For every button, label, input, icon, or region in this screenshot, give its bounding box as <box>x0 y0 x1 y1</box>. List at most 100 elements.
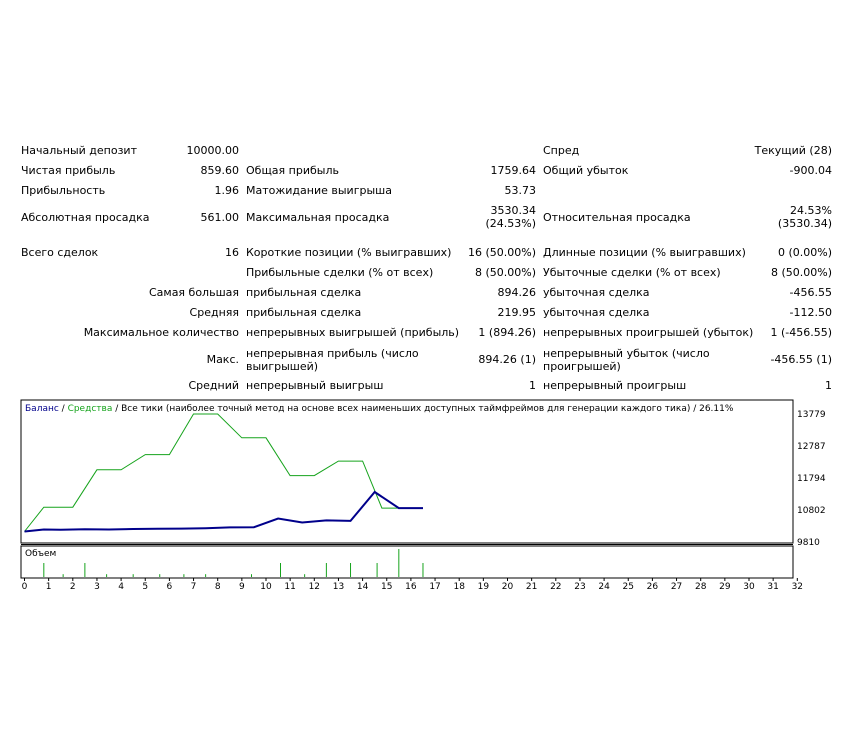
max-drawdown-label: Максимальная просадка <box>246 211 390 224</box>
legend-equity: Средства <box>68 404 113 414</box>
chart-frame <box>20 399 794 544</box>
x-tick-label: 15 <box>381 582 392 592</box>
expected-payoff-value: 53.73 <box>504 184 537 197</box>
short-positions-label: Короткие позиции (% выигравших) <box>246 246 452 259</box>
profit-factor-value: 1.96 <box>214 184 240 197</box>
x-tick-label: 20 <box>502 582 514 592</box>
x-tick-label: 21 <box>526 582 537 592</box>
max-consec-losses-label: непрерывных проигрышей (убыток) <box>543 326 754 339</box>
y-tick-label: 9810 <box>797 538 820 548</box>
x-tick-label: 23 <box>574 582 585 592</box>
net-profit-value: 859.60 <box>200 164 240 177</box>
avg-consec-wins-value: 1 <box>529 379 536 392</box>
legend-separator: / <box>59 404 68 414</box>
spread-label: Спред <box>543 144 580 157</box>
max-label: Макс. <box>206 353 239 366</box>
x-tick-label: 3 <box>94 582 100 592</box>
legend-balance: Баланс <box>25 404 59 414</box>
x-tick-label: 30 <box>743 582 755 592</box>
y-tick-label: 11794 <box>797 474 826 484</box>
expected-payoff-label: Матожидание выигрыша <box>246 184 392 197</box>
x-tick-label: 12 <box>309 582 320 592</box>
average-loss-label: убыточная сделка <box>543 306 650 319</box>
avg-consec-losses-value: 1 <box>825 379 832 392</box>
x-tick-label: 6 <box>167 582 173 592</box>
rel-drawdown-label: Относительная просадка <box>543 211 691 224</box>
x-tick-label: 29 <box>719 582 731 592</box>
largest-loss-label: убыточная сделка <box>543 286 650 299</box>
largest-loss-value: -456.55 <box>789 286 832 299</box>
max-consec-wins-value: 1 (894.26) <box>478 326 536 339</box>
x-tick-label: 19 <box>478 582 490 592</box>
max-consec-profit-value: 894.26 (1) <box>478 353 536 366</box>
balance-line <box>24 490 423 533</box>
rel-drawdown-percent: 24.53% <box>790 204 832 217</box>
profit-trades-value: 8 (50.00%) <box>474 266 536 279</box>
max-drawdown-percent: (24.53%) <box>485 217 536 230</box>
x-tick-label: 2 <box>70 582 76 592</box>
chart-header: Баланс / Средства / Все тики (наиболее т… <box>25 404 734 414</box>
x-tick-label: 18 <box>453 582 465 592</box>
x-tick-label: 22 <box>550 582 561 592</box>
x-tick-label: 1 <box>46 582 52 592</box>
x-tick-label: 8 <box>215 582 221 592</box>
avg-consec-wins-label: непрерывный выигрыш <box>246 379 384 392</box>
largest-profit-value: 894.26 <box>497 286 537 299</box>
equity-line <box>24 413 423 532</box>
gross-loss-value: -900.04 <box>789 164 832 177</box>
x-tick-label: 17 <box>429 582 440 592</box>
net-profit-label: Чистая прибыль <box>21 164 116 177</box>
x-tick-label: 16 <box>405 582 417 592</box>
rel-drawdown-value: (3530.34) <box>777 217 832 230</box>
x-tick-label: 7 <box>191 582 197 592</box>
x-tick-label: 28 <box>695 582 707 592</box>
x-tick-label: 27 <box>671 582 682 592</box>
x-tick-label: 32 <box>792 582 803 592</box>
max-consec-wins-label: непрерывных выигрышей (прибыль) <box>246 326 460 339</box>
abs-drawdown-value: 561.00 <box>200 211 240 224</box>
long-positions-label: Длинные позиции (% выигравших) <box>543 246 746 259</box>
x-tick-label: 9 <box>239 582 245 592</box>
gross-loss-label: Общий убыток <box>543 164 629 177</box>
average-profit-value: 219.95 <box>497 306 537 319</box>
y-tick-label: 12787 <box>797 442 826 452</box>
profit-factor-label: Прибыльность <box>21 184 106 197</box>
x-tick-label: 11 <box>284 582 295 592</box>
loss-trades-value: 8 (50.00%) <box>770 266 832 279</box>
max-consec-profit-label: непрерывная прибыль (число выигрышей) <box>246 347 419 373</box>
average-label: Средняя <box>189 306 239 319</box>
y-tick-label: 13779 <box>797 410 826 420</box>
legend-description: / Все тики (наиболее точный метод на осн… <box>112 404 734 414</box>
max-consec-loss-label: непрерывный убыток (число проигрышей) <box>543 347 710 373</box>
short-positions-value: 16 (50.00%) <box>467 246 536 259</box>
average-profit-label: прибыльная сделка <box>246 306 362 319</box>
long-positions-value: 0 (0.00%) <box>777 246 832 259</box>
max-consec-losses-value: 1 (-456.55) <box>770 326 832 339</box>
total-trades-value: 16 <box>225 246 239 259</box>
max-consec-loss-value: -456.55 (1) <box>770 353 832 366</box>
x-tick-label: 24 <box>598 582 610 592</box>
x-tick-label: 25 <box>623 582 634 592</box>
profit-trades-label: Прибыльные сделки (% от всех) <box>246 266 434 279</box>
x-tick-label: 4 <box>118 582 124 592</box>
initial-deposit-label: Начальный депозит <box>21 144 137 157</box>
x-tick-label: 26 <box>647 582 659 592</box>
max-count-label: Максимальное количество <box>83 326 239 339</box>
volume-frame <box>20 545 794 579</box>
y-tick-label: 10802 <box>797 506 826 516</box>
average-loss-value: -112.50 <box>789 306 832 319</box>
loss-trades-label: Убыточные сделки (% от всех) <box>543 266 721 279</box>
largest-label: Самая большая <box>148 286 239 299</box>
x-tick-label: 31 <box>767 582 778 592</box>
largest-profit-label: прибыльная сделка <box>246 286 362 299</box>
gross-profit-label: Общая прибыль <box>246 164 339 177</box>
x-tick-label: 0 <box>22 582 28 592</box>
x-tick-label: 14 <box>357 582 369 592</box>
x-tick-label: 13 <box>333 582 344 592</box>
abs-drawdown-label: Абсолютная просадка <box>21 211 150 224</box>
spread-value: Текущий (28) <box>754 144 832 157</box>
gross-profit-value: 1759.64 <box>490 164 537 177</box>
initial-deposit-value: 10000.00 <box>186 144 240 157</box>
x-tick-label: 10 <box>260 582 272 592</box>
